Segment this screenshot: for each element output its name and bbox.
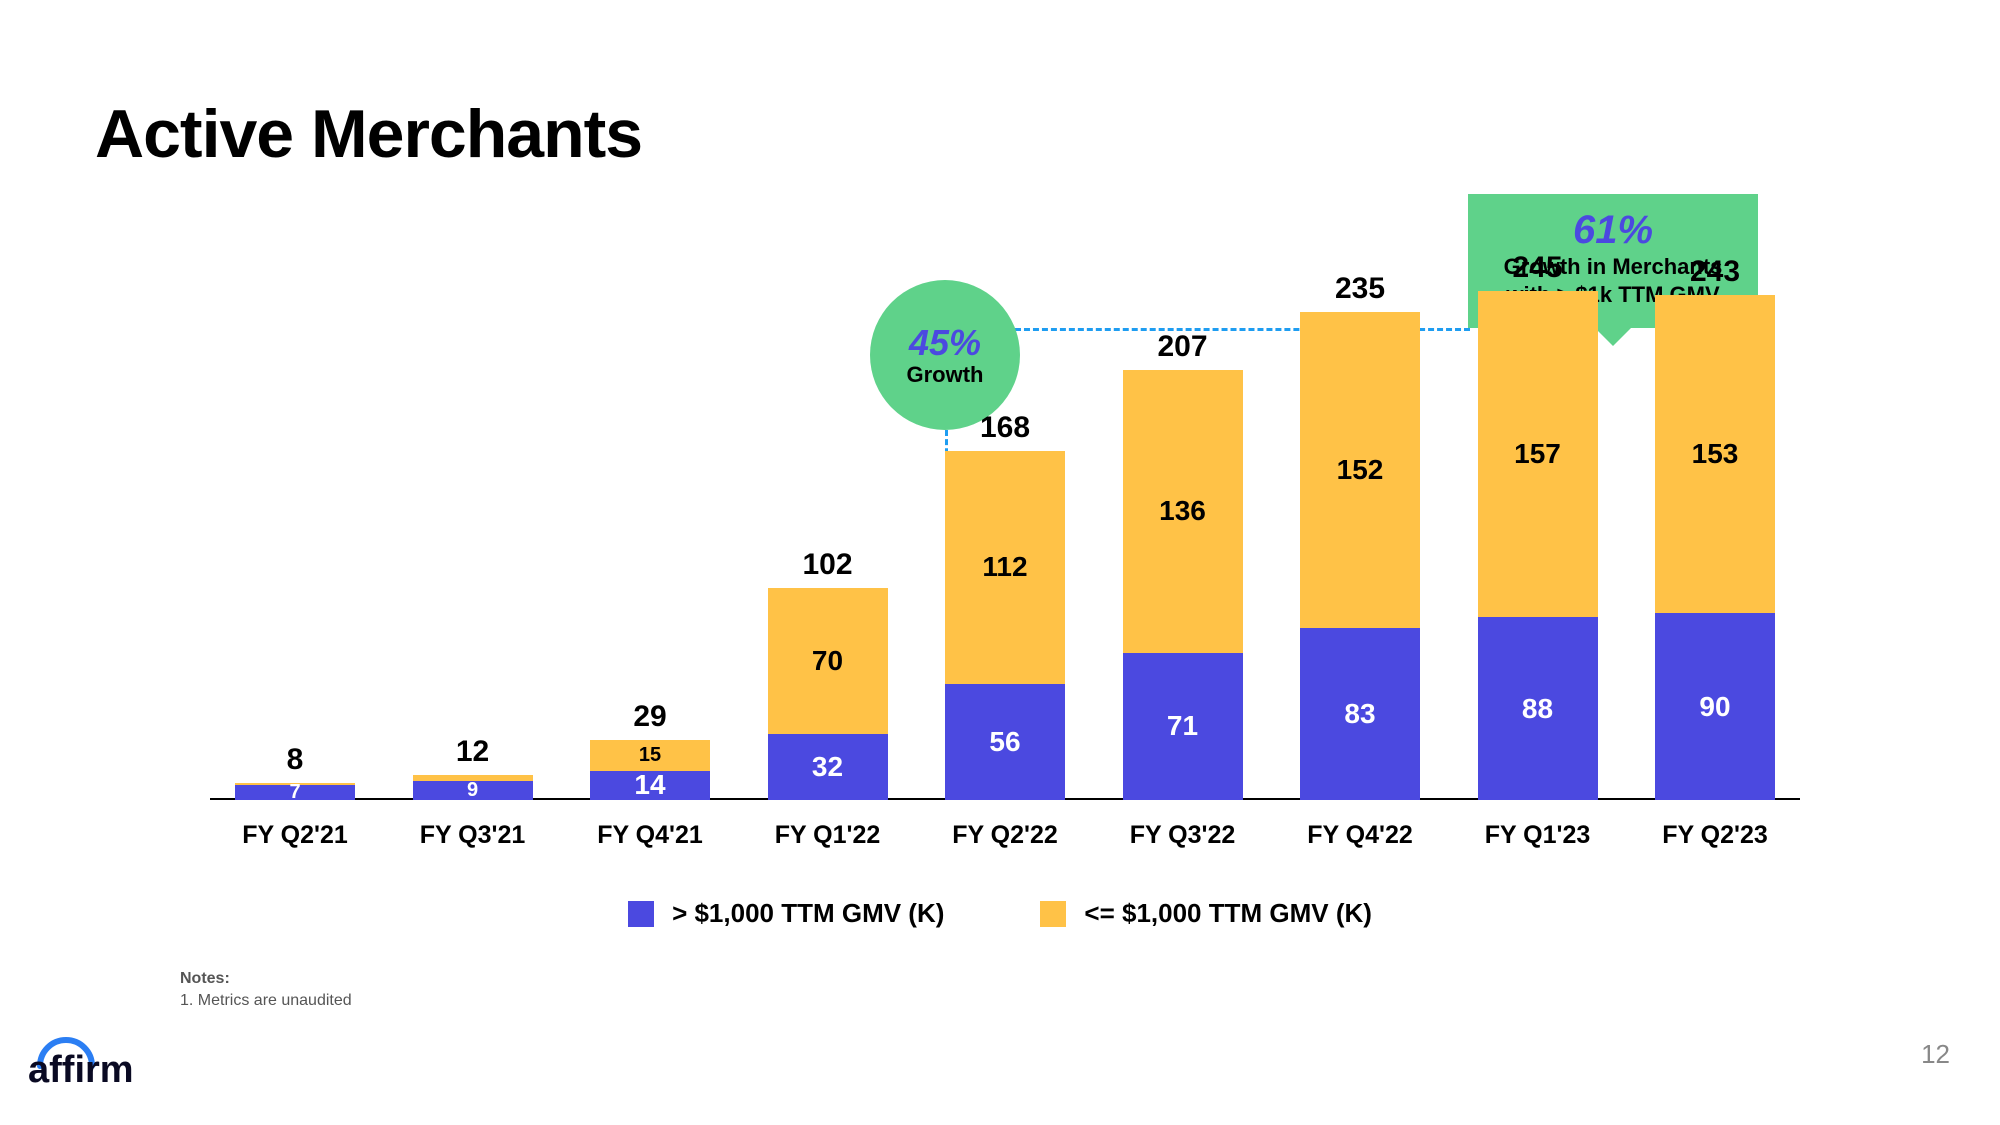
bar-group: 129 [408, 735, 538, 800]
bar-segment-label: 70 [812, 645, 843, 677]
bar-segment-label: 71 [1167, 710, 1198, 742]
bar-segment-under-1k: 70 [768, 588, 888, 733]
footnotes: Notes: 1. Metrics are unaudited [180, 970, 352, 1010]
x-axis-label: FY Q4'22 [1295, 821, 1425, 850]
legend-label: <= $1,000 TTM GMV (K) [1084, 898, 1372, 929]
page-number: 12 [1921, 1039, 1950, 1070]
bar-segment-label: 83 [1344, 698, 1375, 730]
bar-group: 245 88 157 [1473, 251, 1603, 800]
x-axis-label: FY Q3'21 [408, 821, 538, 850]
x-axis-label: FY Q2'23 [1650, 821, 1780, 850]
footnotes-heading: Notes: [180, 970, 352, 988]
bar-segment-under-1k: 152 [1300, 312, 1420, 628]
bar-stack: 32 70 [768, 588, 888, 800]
bar-total-label: 102 [802, 548, 852, 582]
x-axis-label: FY Q2'22 [940, 821, 1070, 850]
bar-segment-label: 152 [1337, 454, 1384, 486]
x-axis-label: FY Q1'22 [763, 821, 893, 850]
bar-group: 29 1415 [585, 700, 715, 800]
bar-segment-over-1k: 56 [945, 684, 1065, 800]
bar-segment-under-1k: 15 [590, 740, 710, 771]
bar-total-label: 12 [456, 735, 489, 769]
bar-segment-label: 88 [1522, 693, 1553, 725]
bar-segment-under-1k: 157 [1478, 291, 1598, 617]
slide: Active Merchants 45% Growth 61% Growth i… [0, 0, 2000, 1125]
bar-segment-label: 32 [812, 751, 843, 783]
x-axis-label: FY Q2'21 [230, 821, 360, 850]
bar-segment-under-1k: 153 [1655, 295, 1775, 613]
bar-group: 243 90 153 [1650, 255, 1780, 800]
bar-total-label: 168 [980, 411, 1030, 445]
bar-segment-label: 7 [289, 781, 300, 804]
x-axis-label: FY Q1'23 [1473, 821, 1603, 850]
bar-stack: 9 [413, 775, 533, 800]
bars-container: 8712929141510232701685611220771136235831… [230, 210, 1780, 800]
bar-segment-label: 157 [1514, 438, 1561, 470]
bar-segment-label: 136 [1159, 495, 1206, 527]
bar-segment-label: 112 [982, 551, 1027, 583]
x-axis-labels: FY Q2'21 FY Q3'21 FY Q4'21 FY Q1'22 FY Q2'22… [230, 821, 1780, 850]
legend-swatch-icon [1040, 901, 1066, 927]
bar-segment-under-1k: 136 [1123, 370, 1243, 652]
chart-area: 8712929141510232701685611220771136235831… [230, 200, 1780, 850]
bar-stack: 90 153 [1655, 295, 1775, 800]
bar-segment-label: 9 [467, 779, 478, 802]
footnote-line: 1. Metrics are unaudited [180, 992, 352, 1010]
affirm-logo-icon: affirm [28, 1028, 178, 1088]
bar-stack: 71 136 [1123, 370, 1243, 800]
bar-segment-over-1k: 90 [1655, 613, 1775, 800]
bar-total-label: 8 [287, 743, 304, 777]
x-axis-label: FY Q3'22 [1118, 821, 1248, 850]
bar-stack: 56 112 [945, 451, 1065, 800]
bar-total-label: 29 [633, 700, 666, 734]
bar-segment-over-1k: 32 [768, 734, 888, 800]
bar-segment-over-1k: 71 [1123, 653, 1243, 800]
bar-stack: 88 157 [1478, 291, 1598, 800]
bar-group: 207 71 136 [1118, 330, 1248, 800]
bar-stack: 83 152 [1300, 312, 1420, 800]
bar-segment-label: 153 [1692, 438, 1739, 470]
legend-swatch-icon [628, 901, 654, 927]
bar-segment-over-1k: 83 [1300, 628, 1420, 800]
legend: > $1,000 TTM GMV (K) <= $1,000 TTM GMV (K… [0, 898, 2000, 932]
bar-total-label: 243 [1690, 255, 1740, 289]
bar-group: 168 56 112 [940, 411, 1070, 800]
bar-stack: 1415 [590, 740, 710, 800]
bar-total-label: 235 [1335, 272, 1385, 306]
bar-segment-over-1k: 7 [235, 785, 355, 800]
affirm-logo: affirm [28, 1028, 178, 1093]
slide-title: Active Merchants [95, 95, 642, 173]
bar-total-label: 245 [1512, 251, 1562, 285]
bar-group: 87 [230, 743, 360, 800]
bar-segment-under-1k: 112 [945, 451, 1065, 684]
bar-segment-label: 90 [1699, 691, 1730, 723]
bar-segment-label: 14 [634, 769, 665, 801]
bar-group: 102 32 70 [763, 548, 893, 800]
bar-segment-over-1k: 14 [590, 771, 710, 800]
bar-segment-label: 15 [639, 744, 661, 767]
bar-segment-label: 56 [989, 726, 1020, 758]
bar-total-label: 207 [1157, 330, 1207, 364]
bar-segment-over-1k: 88 [1478, 617, 1598, 800]
x-axis-label: FY Q4'21 [585, 821, 715, 850]
logo-text: affirm [28, 1049, 134, 1088]
bar-segment-over-1k: 9 [413, 781, 533, 800]
bar-group: 235 83 152 [1295, 272, 1425, 800]
bar-stack: 7 [235, 783, 355, 800]
legend-label: > $1,000 TTM GMV (K) [672, 898, 944, 929]
